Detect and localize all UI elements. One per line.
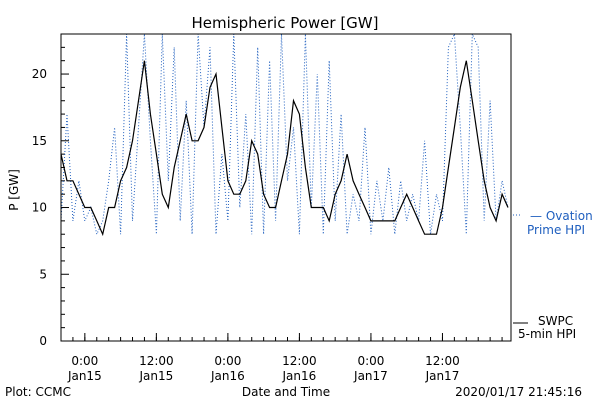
x-tick-labels: 0:00Jan1512:00Jan150:00Jan1612:00Jan160:… — [67, 354, 460, 383]
series-swpc-5min-hpi — [60, 60, 509, 237]
x-tick-label-time: 0:00 — [357, 354, 384, 368]
footer-plot-credit: Plot: CCMC — [5, 385, 71, 399]
series-layer — [60, 33, 509, 237]
footer-timestamp: 2020/01/17 21:45:16 — [455, 385, 582, 399]
chart-title: Hemispheric Power [GW] — [192, 14, 379, 32]
x-tick-label-date: Jan17 — [353, 369, 388, 383]
x-tick-label-date: Jan15 — [67, 369, 102, 383]
y-tick-label: 0 — [39, 334, 47, 348]
x-tick-label-date: Jan16 — [282, 369, 317, 383]
y-tick-label: 20 — [32, 67, 47, 81]
legend-ovation-line1: — Ovation — [530, 209, 593, 223]
y-tick-label: 5 — [39, 267, 47, 281]
legend-swpc-line1: SWPC — [538, 314, 573, 328]
x-tick-label-time: 12:00 — [282, 354, 317, 368]
x-tick-label-date: Jan16 — [210, 369, 245, 383]
x-tick-label-time: 12:00 — [425, 354, 460, 368]
x-tick-label-time: 0:00 — [214, 354, 241, 368]
plot-frame — [60, 33, 512, 342]
y-axis-label: P [GW] — [7, 169, 21, 211]
x-tick-label-date: Jan15 — [138, 369, 173, 383]
x-tick-label-time: 0:00 — [71, 354, 98, 368]
legend-swpc-line2: 5-min HPI — [518, 327, 576, 341]
x-axis-label: Date and Time — [242, 385, 330, 399]
legend-ovation-line2: Prime HPI — [527, 223, 585, 237]
y-tick-label: 10 — [32, 201, 47, 215]
y-tick-labels: 0 5 10 15 20 — [32, 67, 47, 348]
x-tick-label-time: 12:00 — [139, 354, 174, 368]
axis-ticks — [60, 33, 503, 342]
y-tick-label: 15 — [32, 134, 47, 148]
series-ovation-prime-hpi — [60, 33, 509, 236]
x-tick-label-date: Jan17 — [425, 369, 460, 383]
